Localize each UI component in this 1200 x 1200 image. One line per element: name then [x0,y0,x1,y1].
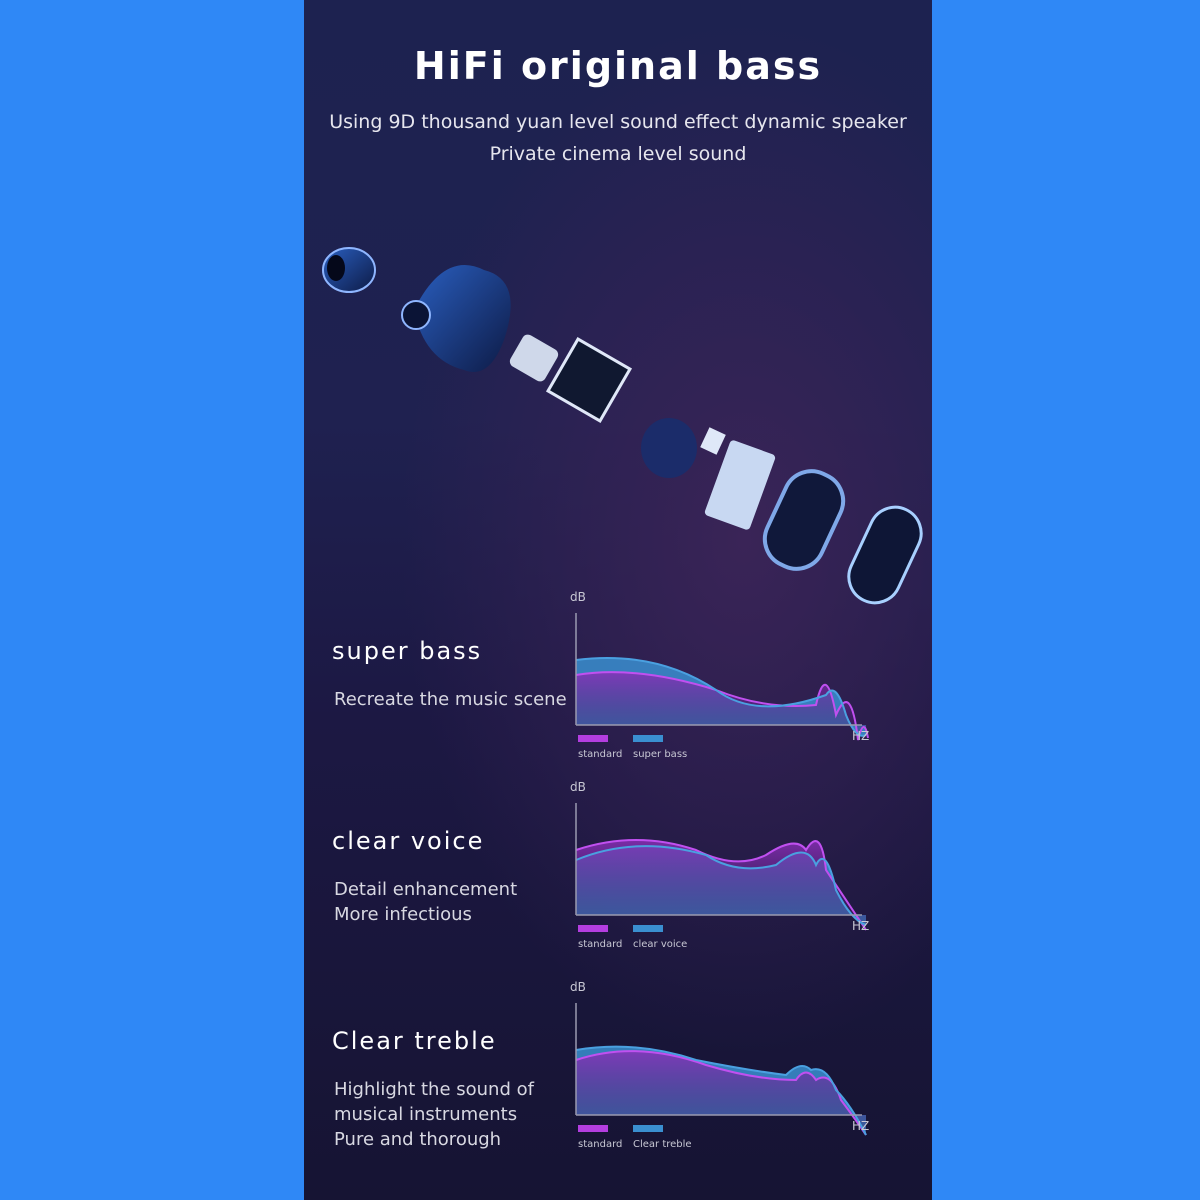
legend-swatch-standard [578,925,608,932]
frequency-response-chart: dB HZ standard Clear treble [554,980,884,1170]
legend-swatch-highlight [633,735,663,742]
legend-swatch-highlight [633,1125,663,1132]
feature-description: More infectious [334,904,472,925]
standard-curve-area [576,1051,866,1135]
product-panel: HiFi original bass Using 9D thousand yua… [304,0,932,1200]
feature-description: Highlight the sound of [334,1079,534,1100]
legend-label: clear voice [633,939,688,950]
feature-description: Recreate the music scene [334,689,567,710]
legend-label: standard [578,939,623,950]
y-axis-label: dB [570,980,586,994]
legend-swatch-standard [578,735,608,742]
feature-title: super bass [332,637,483,665]
y-axis-label: dB [570,590,586,604]
feature-description: musical instruments [334,1104,518,1125]
feature-title: clear voice [332,827,485,855]
legend-swatch-highlight [633,925,663,932]
standard-curve [575,1050,867,1136]
standard-curve-area [576,672,868,740]
x-axis-label: HZ [852,729,870,743]
legend-label: standard [578,1139,623,1150]
highlight-curve [575,1045,867,1136]
feature-description: Detail enhancement [334,879,518,900]
circuit-board [704,440,776,530]
outer-shell [847,505,923,605]
battery [545,336,633,424]
highlight-curve [575,845,867,926]
frequency-response-chart: dB HZ standard clear voice [554,780,884,970]
standard-curve-area [576,840,866,930]
legend-swatch-standard [578,1125,608,1132]
subtitle-line: Private cinema level sound [489,143,747,165]
x-axis-label: HZ [852,919,870,933]
highlight-curve [575,657,867,737]
standard-curve [575,671,869,741]
feature-title: Clear treble [332,1027,497,1055]
subtitle-line: Using 9D thousand yuan level sound effec… [329,111,907,133]
speaker-driver [641,418,697,478]
magnet [509,334,559,382]
frequency-response-chart: dB HZ standard super bass [554,590,884,780]
legend-label: Clear treble [633,1139,692,1150]
legend-label: super bass [633,749,688,760]
exploded-earbud-illustration [322,247,923,605]
y-axis-label: dB [570,780,586,794]
legend-label: standard [578,749,623,760]
feature-description: Pure and thorough [334,1129,502,1150]
inner-shell [762,469,846,571]
page-title: HiFi original bass [413,44,823,88]
standard-curve [575,839,867,931]
earbud-shell [414,265,511,372]
x-axis-label: HZ [852,1119,870,1133]
